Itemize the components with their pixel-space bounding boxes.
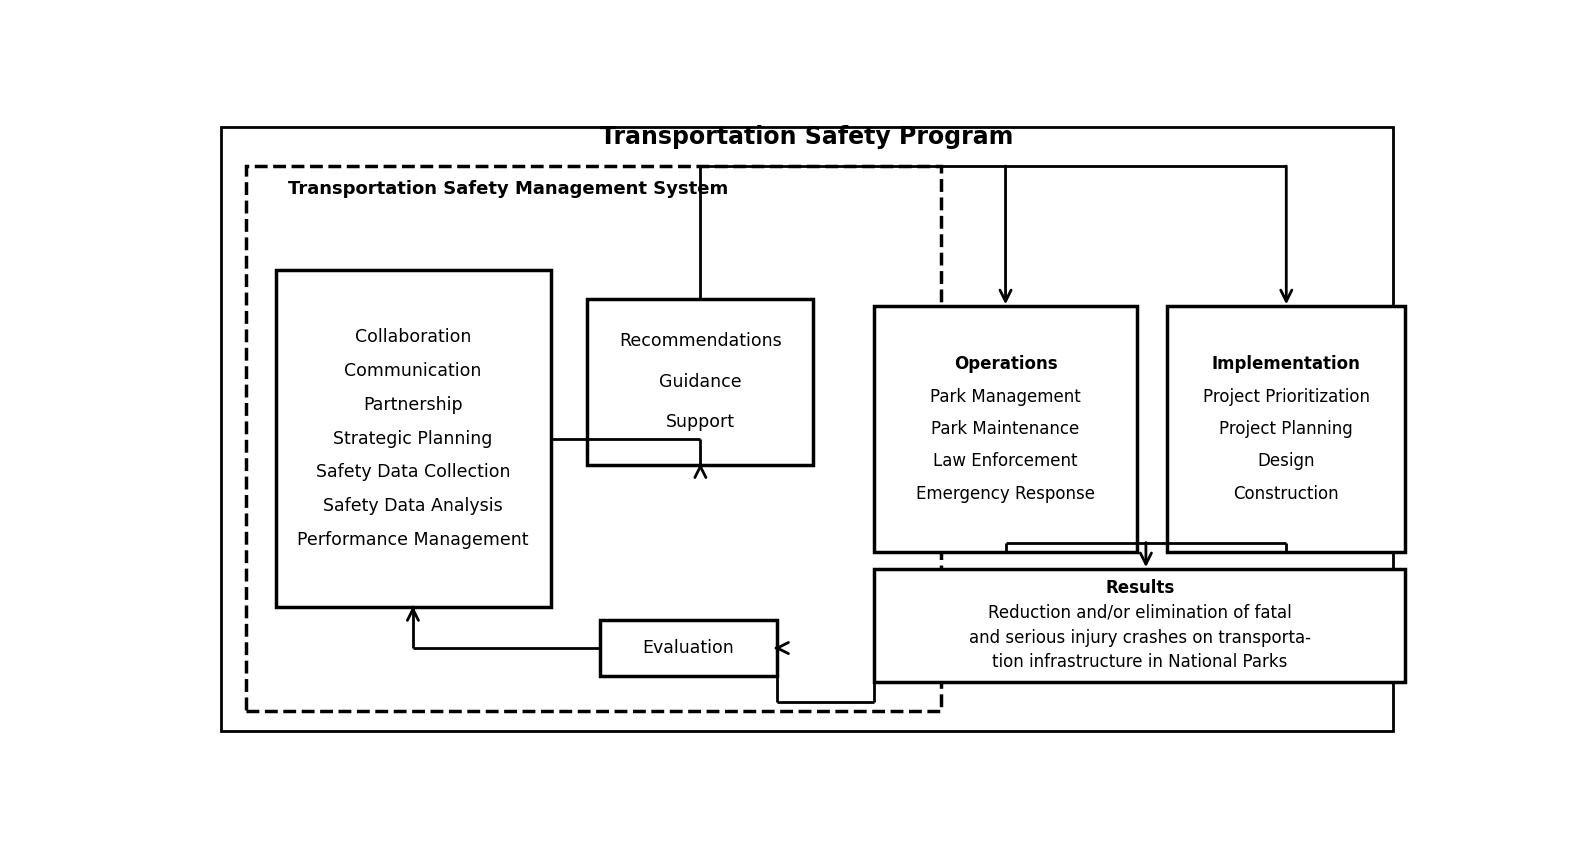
Text: Law Enforcement: Law Enforcement bbox=[934, 453, 1077, 470]
Text: Partnership: Partnership bbox=[364, 396, 463, 414]
Text: Transportation Safety Program: Transportation Safety Program bbox=[600, 125, 1014, 149]
Text: Support: Support bbox=[666, 413, 736, 431]
Text: Collaboration: Collaboration bbox=[354, 329, 471, 346]
Text: Operations: Operations bbox=[954, 355, 1057, 373]
Text: and serious injury crashes on transporta-: and serious injury crashes on transporta… bbox=[969, 629, 1310, 647]
Text: Evaluation: Evaluation bbox=[643, 639, 734, 657]
Text: Results: Results bbox=[1106, 579, 1175, 598]
Text: Design: Design bbox=[1257, 453, 1315, 470]
Text: Guidance: Guidance bbox=[658, 373, 742, 390]
Text: Park Management: Park Management bbox=[931, 388, 1080, 405]
Text: Transportation Safety Management System: Transportation Safety Management System bbox=[288, 180, 729, 198]
Text: Strategic Planning: Strategic Planning bbox=[334, 430, 493, 448]
Text: Communication: Communication bbox=[345, 362, 482, 380]
Text: Emergency Response: Emergency Response bbox=[917, 485, 1095, 503]
FancyBboxPatch shape bbox=[874, 306, 1137, 552]
FancyBboxPatch shape bbox=[600, 620, 776, 675]
Text: Construction: Construction bbox=[1233, 485, 1339, 503]
Text: Recommendations: Recommendations bbox=[619, 332, 781, 351]
Text: Park Maintenance: Park Maintenance bbox=[931, 420, 1080, 438]
FancyBboxPatch shape bbox=[246, 166, 942, 711]
Text: Implementation: Implementation bbox=[1211, 355, 1361, 373]
Text: Project Prioritization: Project Prioritization bbox=[1203, 388, 1370, 405]
Text: tion infrastructure in National Parks: tion infrastructure in National Parks bbox=[992, 653, 1287, 671]
FancyBboxPatch shape bbox=[587, 299, 813, 464]
Text: Performance Management: Performance Management bbox=[298, 531, 529, 549]
Text: Safety Data Collection: Safety Data Collection bbox=[315, 464, 510, 481]
FancyBboxPatch shape bbox=[1167, 306, 1405, 552]
FancyBboxPatch shape bbox=[276, 270, 551, 608]
FancyBboxPatch shape bbox=[874, 568, 1405, 682]
Text: Safety Data Analysis: Safety Data Analysis bbox=[323, 497, 502, 515]
Text: Reduction and/or elimination of fatal: Reduction and/or elimination of fatal bbox=[988, 604, 1292, 622]
Text: Project Planning: Project Planning bbox=[1219, 420, 1353, 438]
FancyBboxPatch shape bbox=[221, 127, 1394, 731]
